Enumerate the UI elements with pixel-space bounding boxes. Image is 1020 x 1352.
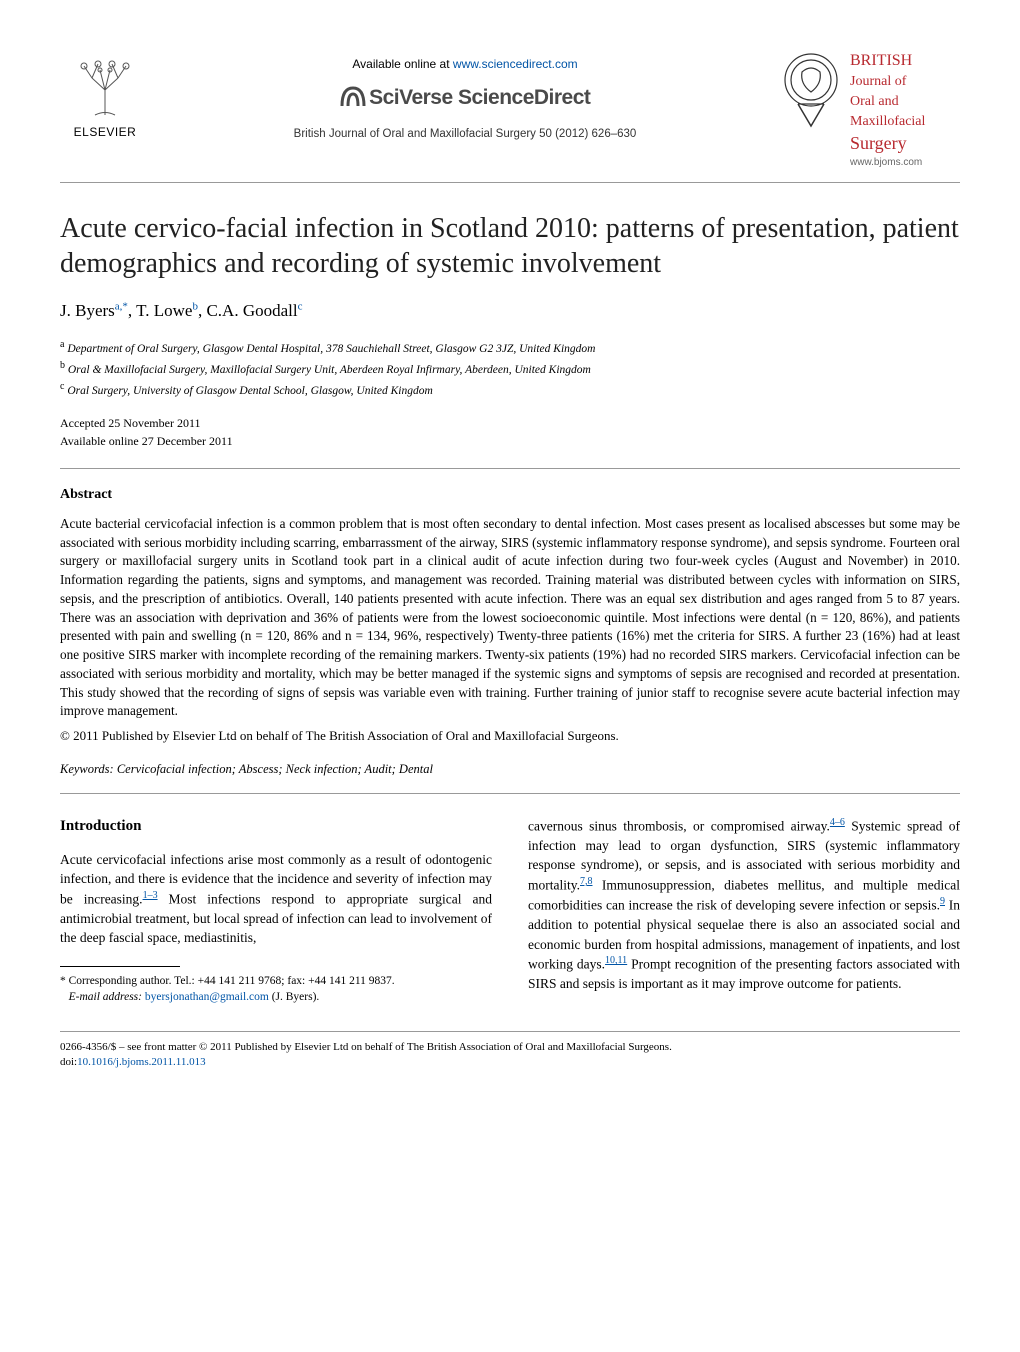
journal-name-line1: BRITISH: [850, 50, 925, 72]
elsevier-block: ELSEVIER: [60, 50, 150, 141]
column-right: cavernous sinus thrombosis, or compromis…: [528, 816, 960, 1005]
ref-link-7-8[interactable]: 7,8: [580, 876, 593, 887]
ref-link-10-11[interactable]: 10,11: [605, 955, 627, 966]
footnote-email-suffix: (J. Byers).: [269, 991, 319, 1003]
page-footer: 0266-4356/$ – see front matter © 2011 Pu…: [60, 1040, 960, 1071]
available-online-date: Available online 27 December 2011: [60, 432, 960, 450]
journal-citation: British Journal of Oral and Maxillofacia…: [150, 126, 780, 142]
corresponding-author-footnote: * Corresponding author. Tel.: +44 141 21…: [60, 973, 492, 1005]
keywords-list: Cervicofacial infection; Abscess; Neck i…: [114, 762, 433, 776]
affil-b-label: b: [60, 360, 65, 371]
elsevier-tree-icon: [70, 50, 140, 120]
divider-below-keywords: [60, 793, 960, 794]
keywords-label: Keywords:: [60, 762, 114, 776]
journal-brand-block: BRITISH Journal of Oral and Maxillofacia…: [780, 50, 960, 170]
journal-url: www.bjoms.com: [850, 156, 925, 170]
accepted-date: Accepted 25 November 2011: [60, 414, 960, 432]
journal-name-line3: Oral and: [850, 92, 925, 112]
article-dates: Accepted 25 November 2011 Available onli…: [60, 414, 960, 450]
intro-text-2c: Immunosuppression, diabetes mellitus, an…: [528, 877, 960, 912]
footer-copyright: 0266-4356/$ – see front matter © 2011 Pu…: [60, 1040, 960, 1055]
footer-doi-line: doi:10.1016/j.bjoms.2011.11.013: [60, 1055, 960, 1070]
footer-doi-label: doi:: [60, 1056, 77, 1068]
affiliation-b: b Oral & Maxillofacial Surgery, Maxillof…: [60, 358, 960, 379]
elsevier-label: ELSEVIER: [60, 124, 150, 141]
sciencedirect-link[interactable]: www.sciencedirect.com: [453, 57, 578, 71]
journal-name-line5: Surgery: [850, 131, 925, 156]
journal-header: ELSEVIER Available online at www.science…: [60, 50, 960, 183]
footnote-email-label: E-mail address:: [69, 991, 145, 1003]
sciverse-logo: SciVerse ScienceDirect: [150, 83, 780, 112]
author-list: J. Byersa,*, T. Loweb, C.A. Goodallc: [60, 299, 960, 323]
author-1: J. Byers: [60, 301, 115, 320]
affil-a-label: a: [60, 339, 64, 350]
column-left: Introduction Acute cervicofacial infecti…: [60, 816, 492, 1005]
divider-above-abstract: [60, 468, 960, 469]
affil-c-label: c: [60, 381, 64, 392]
intro-paragraph-right: cavernous sinus thrombosis, or compromis…: [528, 816, 960, 994]
abstract-copyright: © 2011 Published by Elsevier Ltd on beha…: [60, 727, 960, 745]
author-2: , T. Lowe: [128, 301, 193, 320]
intro-paragraph-left: Acute cervicofacial infections arise mos…: [60, 850, 492, 948]
header-center: Available online at www.sciencedirect.co…: [150, 50, 780, 142]
affil-c-text: Oral Surgery, University of Glasgow Dent…: [67, 385, 432, 397]
introduction-heading: Introduction: [60, 816, 492, 838]
intro-text-2a: cavernous sinus thrombosis, or compromis…: [528, 818, 830, 833]
affiliation-a: a Department of Oral Surgery, Glasgow De…: [60, 337, 960, 358]
footer-doi-link[interactable]: 10.1016/j.bjoms.2011.11.013: [77, 1056, 205, 1068]
abstract-body: Acute bacterial cervicofacial infection …: [60, 515, 960, 721]
footnote-email-link[interactable]: byersjonathan@gmail.com: [145, 991, 269, 1003]
affiliations: a Department of Oral Surgery, Glasgow De…: [60, 337, 960, 400]
available-online-line: Available online at www.sciencedirect.co…: [150, 56, 780, 73]
ref-link-1-3[interactable]: 1–3: [143, 890, 158, 901]
affiliation-c: c Oral Surgery, University of Glasgow De…: [60, 379, 960, 400]
journal-name-line2: Journal of: [850, 72, 925, 92]
footnote-corr: Corresponding author. Tel.: +44 141 211 …: [66, 975, 395, 987]
affil-a-text: Department of Oral Surgery, Glasgow Dent…: [67, 343, 595, 355]
ref-link-4-6[interactable]: 4–6: [830, 817, 845, 828]
affil-b-text: Oral & Maxillofacial Surgery, Maxillofac…: [68, 364, 591, 376]
footer-rule: [60, 1031, 960, 1032]
article-title: Acute cervico-facial infection in Scotla…: [60, 211, 960, 281]
footnote-rule: [60, 966, 180, 967]
sciverse-text: SciVerse ScienceDirect: [369, 86, 590, 109]
abstract-heading: Abstract: [60, 485, 960, 505]
author-3-affil-link[interactable]: c: [298, 301, 303, 313]
abstract-section: Abstract Acute bacterial cervicofacial i…: [60, 485, 960, 745]
journal-title-block: BRITISH Journal of Oral and Maxillofacia…: [850, 50, 925, 170]
journal-seal-icon: [780, 50, 842, 130]
journal-name-line4: Maxillofacial: [850, 112, 925, 132]
keywords-line: Keywords: Cervicofacial infection; Absce…: [60, 761, 960, 779]
available-prefix: Available online at: [352, 57, 453, 71]
author-3: , C.A. Goodall: [198, 301, 298, 320]
body-columns: Introduction Acute cervicofacial infecti…: [60, 816, 960, 1005]
